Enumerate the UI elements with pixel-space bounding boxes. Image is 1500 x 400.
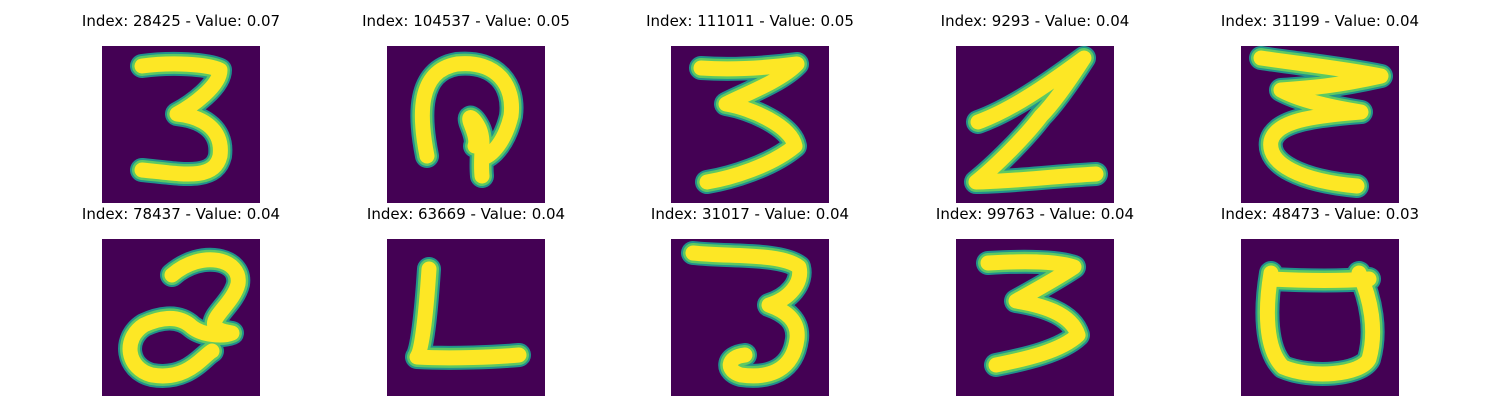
handwritten-swirl-image [102, 239, 260, 396]
glyph-stroke [122, 252, 246, 384]
handwritten-cup-image [1241, 239, 1399, 396]
image-title: Index: 31199 - Value: 0.04 [1220, 12, 1420, 30]
glyph-drawing [964, 46, 1108, 194]
handwritten-three-thin-image [671, 239, 829, 396]
image-cell: Index: 48473 - Value: 0.03 [1221, 205, 1419, 396]
image-cell: Index: 99763 - Value: 0.04 [936, 205, 1134, 396]
handwritten-three-image [102, 46, 260, 203]
glyph-drawing [976, 249, 1090, 377]
image-title: Index: 104537 - Value: 0.05 [362, 12, 570, 30]
image-cell: Index: 104537 - Value: 0.05 [362, 12, 570, 203]
image-title: Index: 9293 - Value: 0.04 [940, 12, 1130, 30]
handwritten-hook-image [387, 46, 545, 203]
image-title: Index: 28425 - Value: 0.07 [81, 12, 281, 30]
glyph-drawing [689, 52, 809, 194]
image-cell: Index: 31199 - Value: 0.04 [1221, 12, 1419, 203]
glyph-stroke [685, 245, 808, 384]
glyph-stroke [1259, 265, 1381, 382]
glyph-stroke [693, 56, 805, 190]
handwritten-epsilon-image [1241, 46, 1399, 203]
image-title: Index: 111011 - Value: 0.05 [646, 12, 854, 30]
glyph-stroke [134, 56, 228, 182]
glyph-stroke [1253, 50, 1389, 194]
handwritten-l-image [387, 239, 545, 396]
glyph-drawing [681, 241, 812, 388]
image-title: Index: 78437 - Value: 0.04 [81, 205, 281, 223]
image-title: Index: 99763 - Value: 0.04 [935, 205, 1135, 223]
glyph-drawing [130, 51, 233, 186]
image-title: Index: 63669 - Value: 0.04 [366, 205, 566, 223]
glyph-stroke [414, 56, 520, 184]
handwritten-three-bold-image [956, 239, 1114, 396]
image-cell: Index: 9293 - Value: 0.04 [941, 12, 1129, 203]
glyph-drawing [405, 257, 531, 370]
image-cell: Index: 63669 - Value: 0.04 [367, 205, 565, 396]
glyph-stroke [968, 50, 1104, 190]
glyph-drawing [118, 247, 251, 388]
handwritten-z-image [956, 46, 1114, 203]
image-cell: Index: 28425 - Value: 0.07 [82, 12, 280, 203]
image-title: Index: 48473 - Value: 0.03 [1220, 205, 1420, 223]
image-cell: Index: 78437 - Value: 0.04 [82, 205, 280, 396]
glyph-drawing [1255, 261, 1385, 386]
handwritten-three-sharp-image [671, 46, 829, 203]
image-title: Index: 31017 - Value: 0.04 [650, 205, 850, 223]
glyph-drawing [410, 51, 524, 188]
glyph-stroke [409, 261, 527, 366]
image-cell: Index: 31017 - Value: 0.04 [651, 205, 849, 396]
image-cell: Index: 111011 - Value: 0.05 [646, 12, 854, 203]
glyph-stroke [980, 254, 1086, 373]
glyph-drawing [1249, 46, 1393, 198]
